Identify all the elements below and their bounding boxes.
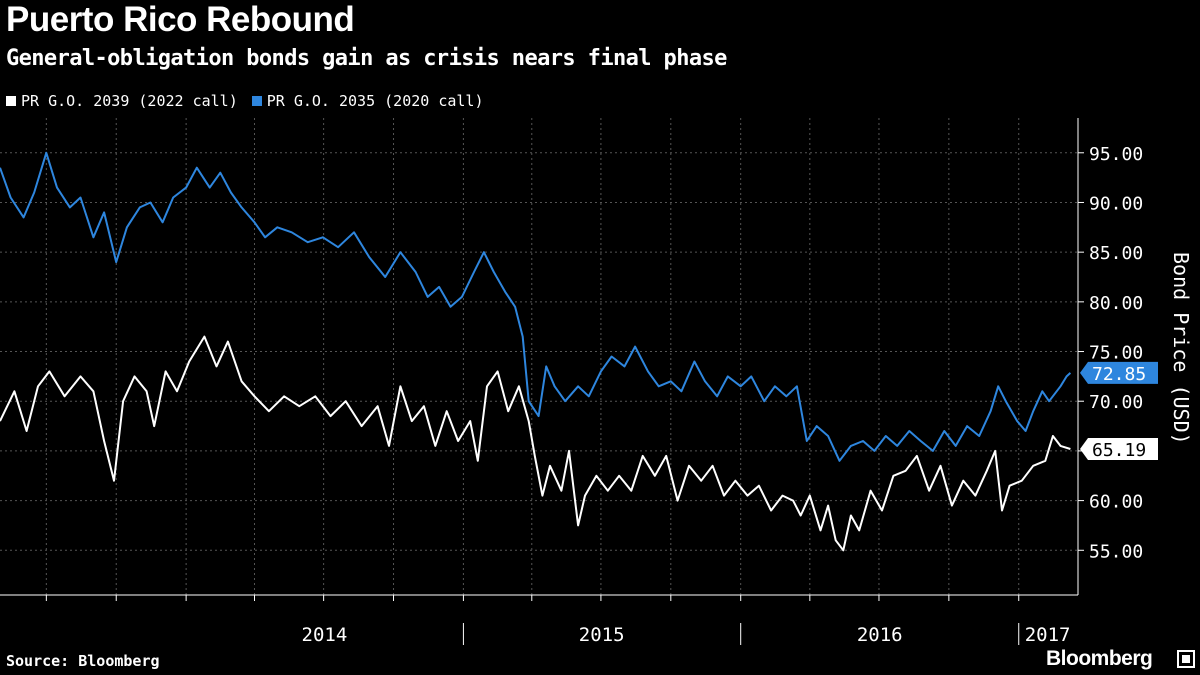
legend-label-white: PR G.O. 2039 (2022 call): [21, 92, 238, 110]
legend-label-blue: PR G.O. 2035 (2020 call): [266, 92, 484, 110]
series-group: [0, 151, 1072, 552]
axes: 95.0090.0085.0080.0075.0070.0065.0060.00…: [0, 118, 1143, 646]
y-tick-label: 90.00: [1089, 193, 1143, 214]
x-tick-label: 2016: [857, 624, 903, 646]
y-tick-label: 70.00: [1089, 392, 1143, 413]
last-value-label-1: 72.85: [1092, 364, 1146, 385]
brand-logo-text: Bloomberg: [1046, 647, 1153, 670]
legend-swatch-blue: [251, 96, 262, 106]
y-tick-label: 55.00: [1089, 541, 1143, 562]
x-tick-label: 2017: [1025, 624, 1071, 646]
value-labels: 65.19 72.85: [1080, 361, 1158, 461]
y-axis-label: Bond Price (USD): [1169, 252, 1193, 445]
bloomberg-logo-icon: [1177, 650, 1195, 668]
chart-title: Puerto Rico Rebound: [6, 0, 355, 39]
x-tick-label: 2014: [302, 624, 348, 646]
y-tick-label: 85.00: [1089, 243, 1143, 264]
y-tick-label: 75.00: [1089, 343, 1143, 364]
x-tick-label: 2015: [579, 624, 625, 646]
series-line-1: [0, 151, 1072, 462]
y-tick-label: 80.00: [1089, 293, 1143, 314]
last-value-box-1: [1080, 361, 1158, 384]
chart-subtitle: General-obligation bonds gain as crisis …: [6, 46, 727, 71]
legend-item-blue: PR G.O. 2035 (2020 call): [251, 92, 484, 110]
legend-item-white: PR G.O. 2039 (2022 call): [6, 92, 238, 110]
grid: [0, 118, 1078, 595]
source-text: Source: Bloomberg: [6, 652, 160, 670]
legend: PR G.O. 2039 (2022 call) PR G.O. 2035 (2…: [6, 92, 484, 110]
y-tick-label: 60.00: [1089, 492, 1143, 513]
y-tick-label: 95.00: [1089, 144, 1143, 165]
series-line-0: [0, 335, 1071, 552]
last-value-label-0: 65.19: [1092, 440, 1146, 461]
last-value-box-0: [1080, 438, 1158, 461]
legend-swatch-white: [6, 96, 16, 106]
